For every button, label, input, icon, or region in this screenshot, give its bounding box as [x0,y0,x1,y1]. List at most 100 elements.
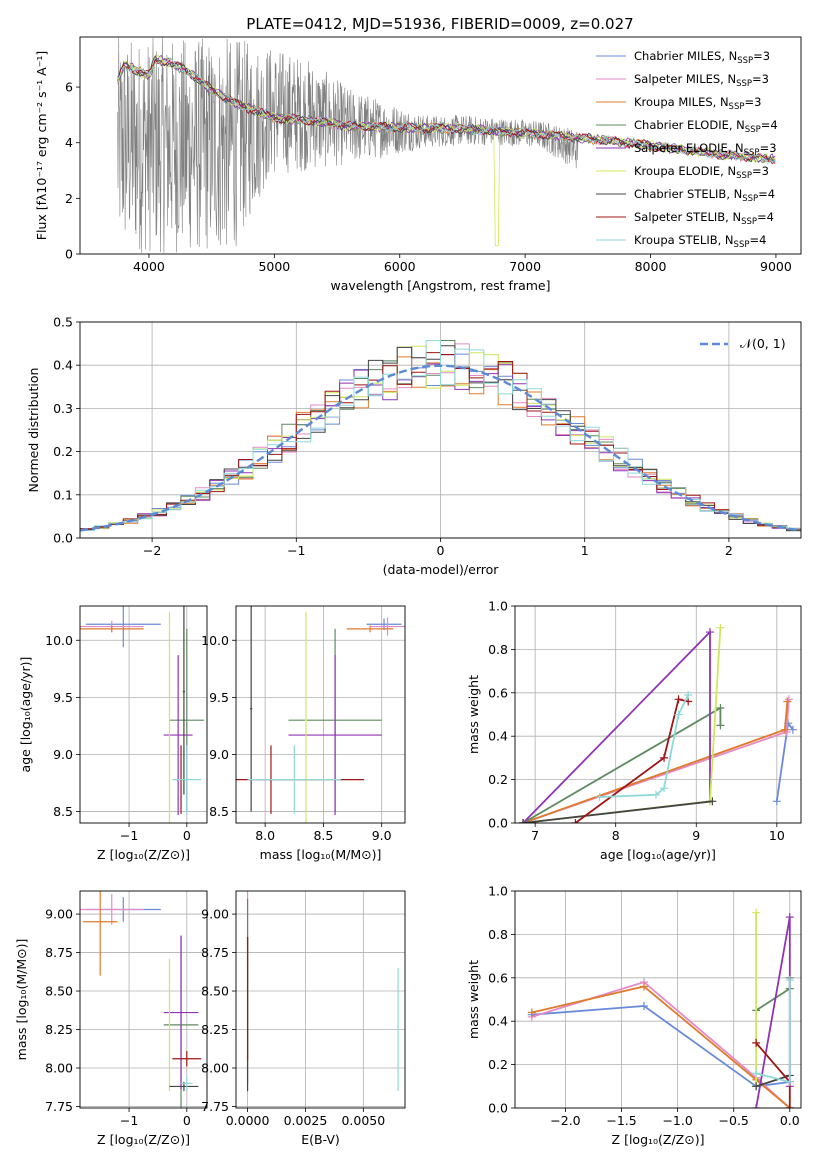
tick-label-y: 9.5 [53,690,73,705]
series-line [522,701,789,823]
tick-label-x: 0.0 [780,1113,800,1128]
tick-label-y: 0.0 [488,816,508,831]
tick-label-x: 0.0050 [341,1113,385,1128]
residual_hist-axes: −2 −1 0 1 2 0.0 0.1 0.2 0.3 0.4 0.5 (data-model)/er… [26,315,801,577]
series-line [574,698,689,823]
series-marker [674,710,683,719]
model-spectrum-line [117,54,776,247]
mass_vs_EBV-axes: 0.0000 0.0025 0.0050 7.75 8.00 8.25 8.50 8.75 9.… [201,891,405,1147]
age_vs_Z-axes: −1 0 8.5 9.0 9.5 10.0 Z [log₁₀(Z/Z⊙)] age [log₁… [18,606,207,862]
tick-label-x: −2.0 [550,1113,580,1128]
tick-label-y: 0.2 [488,1057,508,1072]
tick-label-x: −2 [143,543,161,558]
series-marker [752,1104,761,1108]
age_vs_Z-frame [79,605,208,824]
series-line [522,699,790,823]
tick-label-y: 8.50 [201,984,229,999]
series-line [755,1074,791,1088]
spectrum-frame [79,36,802,255]
tick-label-y: 7.75 [201,1099,229,1114]
axis-label-x: wavelength [Angstrom, rest frame] [330,278,550,293]
legend-label: Kroupa MILES, NSSP=3 [634,95,761,112]
tick-label-y: 0.1 [53,487,73,502]
tick-label-y: 10.0 [45,633,73,648]
age_vs_mass-axes: 8.0 8.5 9.0 8.5 9.0 9.5 10.0 mass [log₁₀(M/M⊙)] [201,606,405,862]
axis-label-x: (data-model)/error [383,562,500,577]
tick-label-x: 0 [183,1113,191,1128]
tick-label-y: 6 [65,80,73,95]
tick-label-y: 0.2 [53,444,73,459]
tick-label-y: 8.50 [45,984,73,999]
series-marker [785,1077,794,1086]
histogram-legend: 𝒩(0, 1) [700,336,786,351]
tick-label-y: 4 [65,135,73,150]
tick-label-y: 0.8 [488,642,508,657]
model-spectrum-line [117,54,776,163]
tick-label-x: 7000 [509,259,541,274]
tick-label-x: 4000 [133,259,165,274]
series-marker [651,790,660,799]
series-marker [519,819,528,823]
tick-label-x: 5000 [258,259,290,274]
model-spectrum-line [117,59,776,165]
series-marker [595,792,604,801]
age_vs_mass-points [236,606,405,823]
legend-label: Chabrier ELODIE, NSSP=4 [634,118,778,135]
mass_vs_EBV-frame [235,890,406,1109]
legend-label: Chabrier MILES, NSSP=3 [634,49,770,66]
tick-label-y: 8.25 [201,1022,229,1037]
tick-label-y: 8.75 [45,945,73,960]
axis-label-x: Z [log₁₀(Z/Z⊙)] [97,1132,190,1147]
model-spectrum-line [117,57,776,165]
mass_vs_Z-points [80,891,202,1108]
series-marker [752,1069,761,1078]
spectrum-plot [117,37,776,253]
series-line [522,800,713,823]
series-marker [780,725,789,734]
series-line [755,916,791,1108]
tick-label-y: 0.4 [53,358,73,373]
axis-label-x: age [log₁₀(age/yr)] [600,847,716,862]
axis-label-y: mass weight [466,675,481,754]
tick-label-y: 8.5 [209,804,229,819]
series-line [755,977,791,1012]
weight_vs_age-axes: 7 8 9 10 0.0 0.2 0.4 0.6 0.8 1.0 age [log₁₀(age/yr… [466,599,801,862]
series-marker [784,695,793,704]
series-marker [674,695,683,704]
tick-label-x: 1 [581,543,589,558]
series-line [531,1005,790,1088]
tick-label-y: 8.25 [45,1022,73,1037]
model-spectrum-line [117,57,776,163]
weight_vs_Z-frame [514,890,802,1109]
series-marker [660,784,669,793]
tick-label-x: 8 [612,828,620,843]
tick-label-x: 0 [183,828,191,843]
tick-label-y: 0.3 [53,401,73,416]
legend-label: 𝒩(0, 1) [740,336,786,351]
axis-label-y: mass weight [466,960,481,1039]
axis-label-y: mass [log₁₀(M/M⊙)] [14,939,29,1061]
tick-label-x: 8.0 [255,828,275,843]
histogram-plot [80,340,801,533]
series-marker [684,690,693,699]
tick-label-y: 8.00 [201,1060,229,1075]
tick-label-y: 9.00 [45,907,73,922]
series-marker [785,975,794,984]
tick-label-x: −1.5 [606,1113,636,1128]
weight_vs_age-frame [514,605,802,824]
tick-label-y: 0.6 [488,685,508,700]
series-marker [705,628,714,637]
spectrum-legend: Chabrier MILES, NSSP=3 Salpeter MILES, NS… [596,49,778,250]
series-line [522,629,711,823]
axis-label-y: Normed distribution [26,368,41,493]
series-marker [639,982,648,991]
age_vs_mass-frame [235,605,406,824]
tick-label-x: 9 [692,828,700,843]
tick-label-x: −0.5 [719,1113,749,1128]
tick-label-y: 0.5 [53,315,73,330]
tick-label-y: 7.75 [45,1099,73,1114]
tick-label-y: 8.5 [53,804,73,819]
tick-label-y: 9.0 [209,747,229,762]
tick-label-x: −1 [287,543,305,558]
